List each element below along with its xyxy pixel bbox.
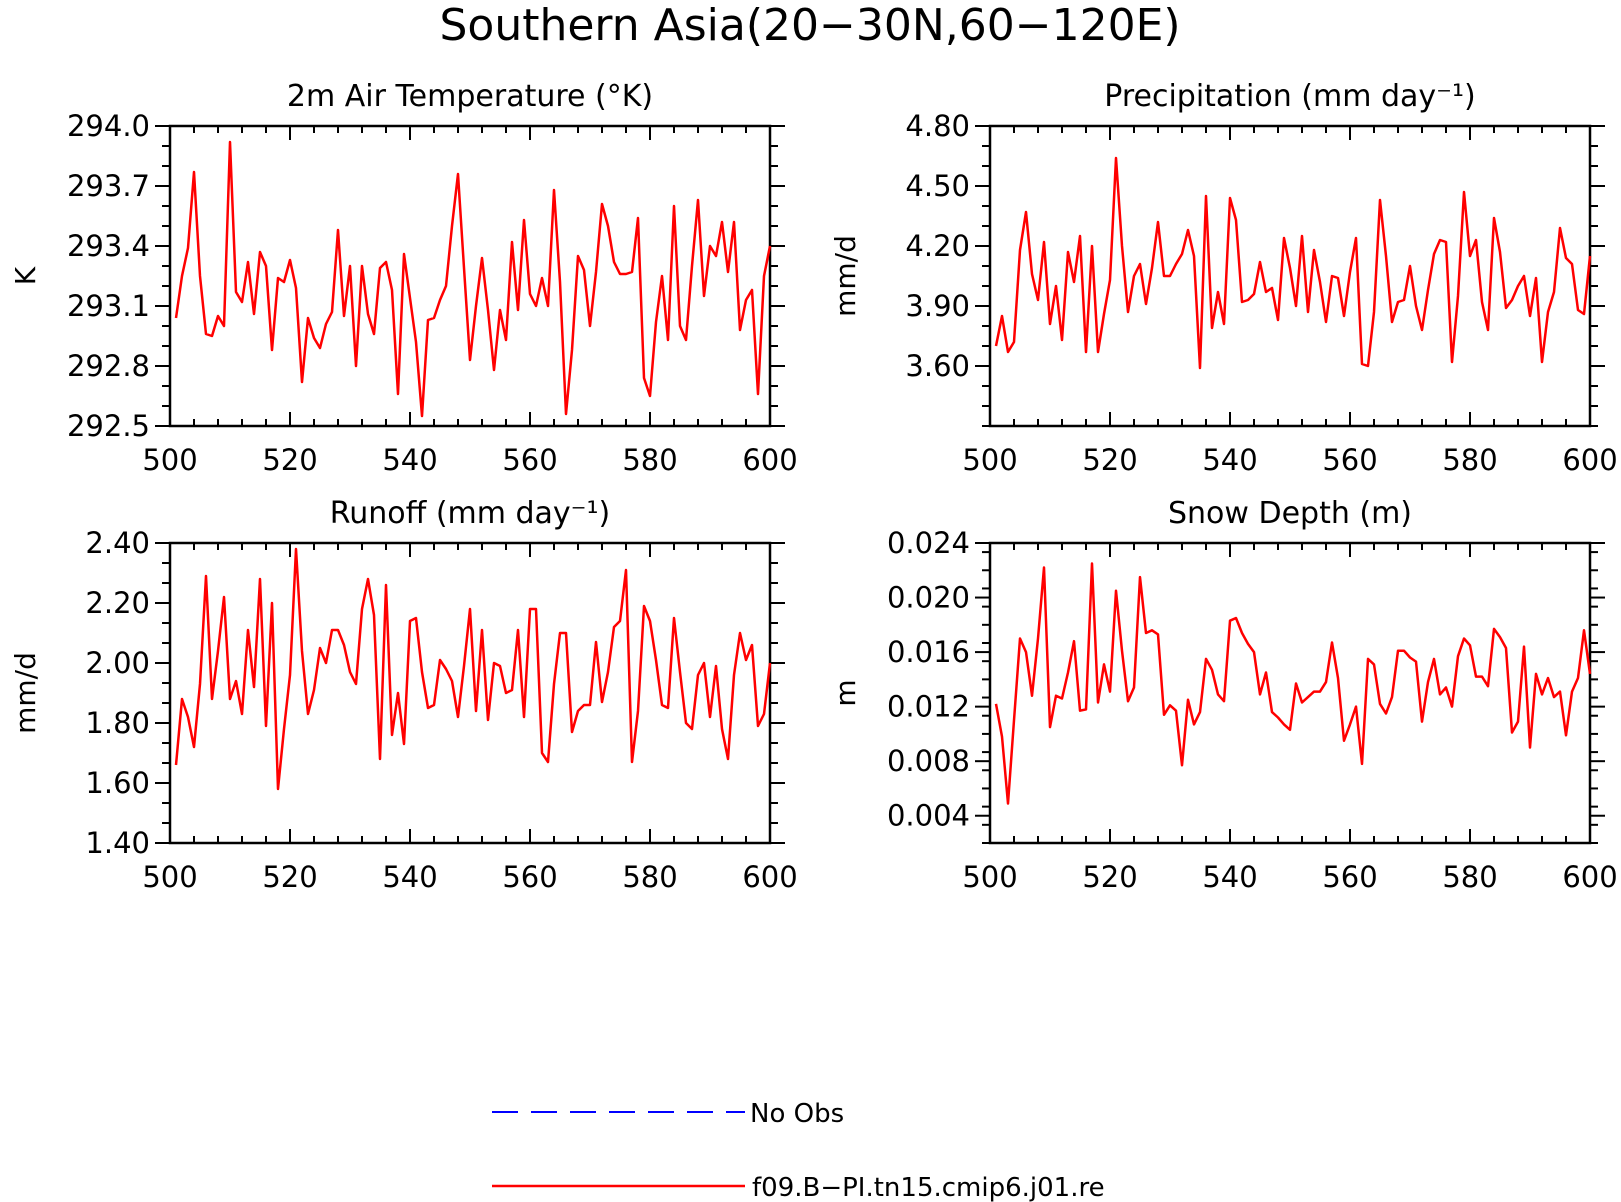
panel-title-snow-depth: Snow Depth (m) bbox=[1168, 496, 1412, 531]
x-tick-label: 560 bbox=[1322, 860, 1377, 894]
x-tick-label: 500 bbox=[962, 443, 1017, 477]
y-tick-label: 292.5 bbox=[67, 409, 150, 443]
y-tick-label: 0.016 bbox=[887, 635, 970, 669]
x-tick-label: 520 bbox=[1082, 443, 1137, 477]
series-line-air-temperature bbox=[174, 140, 772, 418]
y-axis-label-runoff: mm/d bbox=[9, 652, 42, 734]
y-tick-label: 293.7 bbox=[67, 169, 150, 203]
x-tick-label: 580 bbox=[1442, 860, 1497, 894]
y-tick-label: 2.00 bbox=[85, 646, 150, 680]
x-tick-label: 540 bbox=[382, 443, 437, 477]
x-tick-label: 500 bbox=[962, 860, 1017, 894]
x-tick-label: 580 bbox=[622, 443, 677, 477]
x-tick-label: 520 bbox=[1082, 860, 1137, 894]
y-tick-label: 4.20 bbox=[905, 229, 970, 263]
x-tick-label: 600 bbox=[742, 860, 797, 894]
x-tick-label: 520 bbox=[262, 443, 317, 477]
panel-precipitation: Precipitation (mm day⁻¹) 500 520 540 560 580 6… bbox=[829, 79, 1618, 477]
x-tick-label: 580 bbox=[622, 860, 677, 894]
figure-title: Southern Asia(20−30N,60−120E) bbox=[439, 0, 1180, 51]
x-tick-label: 600 bbox=[742, 443, 797, 477]
panel-title-air-temperature: 2m Air Temperature (°K) bbox=[287, 79, 653, 114]
y-axis-label-snow-depth: m bbox=[829, 679, 862, 706]
plot-frame-precipitation bbox=[988, 124, 1592, 428]
panel-title-precipitation: Precipitation (mm day⁻¹) bbox=[1104, 79, 1475, 114]
x-tick-label: 520 bbox=[262, 860, 317, 894]
y-axis-label-air-temperature: K bbox=[9, 266, 42, 285]
plot-frame-snow-depth bbox=[988, 541, 1592, 845]
panel-air-temperature: 2m Air Temperature (°K) 500 520 540 560 580 60… bbox=[9, 79, 798, 477]
y-tick-label: 4.50 bbox=[905, 169, 970, 203]
x-tick-label: 600 bbox=[1562, 443, 1617, 477]
x-tick-label: 560 bbox=[1322, 443, 1377, 477]
y-tick-label: 1.80 bbox=[85, 706, 150, 740]
legend-label-model: f09.B−PI.tn15.cmip6.j01.re bbox=[752, 1173, 1105, 1202]
x-tick-label: 540 bbox=[382, 860, 437, 894]
x-tick-label: 500 bbox=[142, 443, 197, 477]
legend: No Obs f09.B−PI.tn15.cmip6.j01.re bbox=[492, 1099, 1105, 1202]
legend-label-no-obs: No Obs bbox=[750, 1099, 844, 1129]
y-tick-label: 0.004 bbox=[887, 799, 970, 833]
y-tick-label: 0.012 bbox=[887, 690, 970, 724]
plot-frame-runoff bbox=[168, 541, 772, 845]
x-tick-label: 600 bbox=[1562, 860, 1617, 894]
x-tick-label: 560 bbox=[502, 443, 557, 477]
y-tick-label: 0.024 bbox=[887, 526, 970, 560]
plot-frame-air-temperature bbox=[168, 124, 772, 428]
y-tick-label: 1.40 bbox=[85, 826, 150, 860]
series-line-runoff bbox=[174, 547, 772, 791]
panel-snow-depth: Snow Depth (m) 500 520 540 560 580 600 0.004 0.0… bbox=[829, 496, 1618, 894]
y-tick-label: 292.8 bbox=[67, 349, 150, 383]
series-line-snow-depth bbox=[994, 562, 1592, 805]
y-tick-label: 0.008 bbox=[887, 744, 970, 778]
y-tick-label: 0.020 bbox=[887, 581, 970, 615]
x-tick-label: 560 bbox=[502, 860, 557, 894]
x-tick-label: 500 bbox=[142, 860, 197, 894]
y-axis-label-precipitation: mm/d bbox=[829, 235, 862, 317]
series-line-precipitation bbox=[994, 156, 1592, 370]
x-tick-label: 540 bbox=[1202, 443, 1257, 477]
y-tick-label: 4.80 bbox=[905, 109, 970, 143]
x-tick-label: 540 bbox=[1202, 860, 1257, 894]
y-tick-label: 293.1 bbox=[67, 289, 150, 323]
y-tick-label: 1.60 bbox=[85, 766, 150, 800]
panels: 2m Air Temperature (°K) 500 520 540 560 580 60… bbox=[9, 79, 1618, 894]
y-tick-label: 2.40 bbox=[85, 526, 150, 560]
panel-runoff: Runoff (mm day⁻¹) 500 520 540 560 580 600 1.40 1… bbox=[9, 496, 798, 894]
y-tick-label: 3.90 bbox=[905, 289, 970, 323]
y-tick-label: 3.60 bbox=[905, 349, 970, 383]
y-tick-label: 294.0 bbox=[67, 109, 150, 143]
y-tick-label: 2.20 bbox=[85, 586, 150, 620]
panel-title-runoff: Runoff (mm day⁻¹) bbox=[330, 496, 611, 531]
y-tick-label: 293.4 bbox=[67, 229, 150, 263]
x-tick-label: 580 bbox=[1442, 443, 1497, 477]
